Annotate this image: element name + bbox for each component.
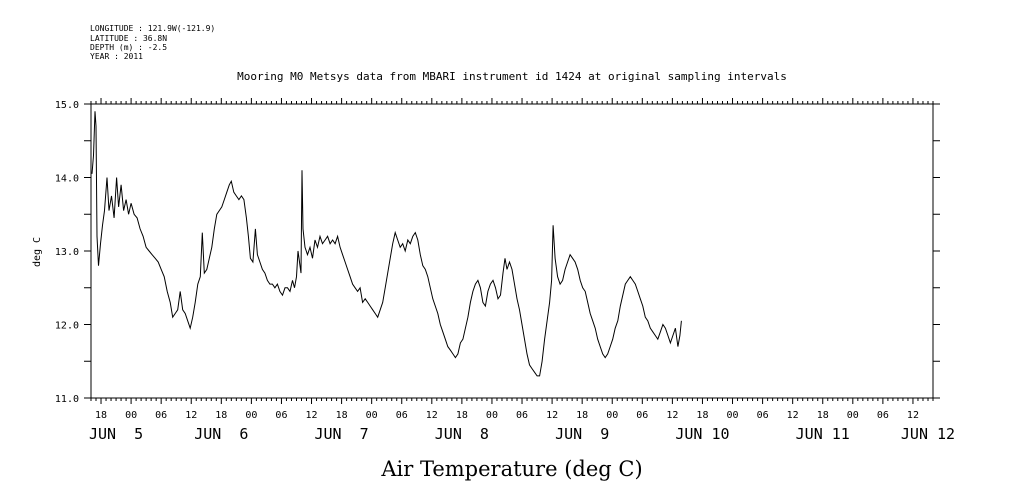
x-hour-label: 06 (155, 410, 167, 421)
x-day-label: JUN 12 (901, 425, 955, 443)
y-tick-label: 11.0 (55, 394, 79, 405)
metadata-block: LONGITUDE : 121.9W(-121.9) LATITUDE : 36… (90, 24, 215, 61)
x-day-label: JUN 8 (435, 425, 489, 443)
x-hour-label: 12 (907, 410, 919, 421)
x-day-label: JUN 10 (675, 425, 729, 443)
x-day-label: JUN 5 (89, 425, 143, 443)
x-hour-label: 06 (636, 410, 648, 421)
x-hour-label: 06 (516, 410, 528, 421)
x-hour-label: 06 (275, 410, 287, 421)
x-axis-label: Air Temperature (deg C) (380, 457, 642, 481)
x-hour-label: 12 (185, 410, 197, 421)
x-hour-label: 06 (877, 410, 889, 421)
x-hour-label: 12 (546, 410, 558, 421)
x-hour-label: 12 (306, 410, 318, 421)
x-hour-label: 06 (757, 410, 769, 421)
x-hour-label: 18 (215, 410, 227, 421)
x-hour-label: 00 (125, 410, 137, 421)
metadata-depth: DEPTH (m) : -2.5 (90, 43, 167, 52)
x-hour-label: 18 (817, 410, 829, 421)
x-day-label: JUN 7 (315, 425, 369, 443)
x-hour-label: 06 (396, 410, 408, 421)
x-hour-label: 18 (696, 410, 708, 421)
x-hour-label: 12 (666, 410, 678, 421)
x-hour-label: 00 (606, 410, 618, 421)
x-day-label: JUN 6 (194, 425, 248, 443)
x-hour-label: 00 (486, 410, 498, 421)
x-hour-label: 00 (847, 410, 859, 421)
x-hour-label: 12 (426, 410, 438, 421)
x-hour-label: 18 (95, 410, 107, 421)
plot-frame (90, 103, 934, 399)
x-hour-label: 18 (576, 410, 588, 421)
x-day-label: JUN 11 (796, 425, 850, 443)
x-hour-label: 00 (727, 410, 739, 421)
y-tick-label: 12.0 (55, 321, 79, 332)
x-hour-label: 12 (787, 410, 799, 421)
metadata-year: YEAR : 2011 (90, 52, 143, 61)
series-line (91, 111, 682, 377)
metadata-longitude: LONGITUDE : 121.9W(-121.9) (90, 24, 215, 33)
y-tick-label: 14.0 (55, 174, 79, 185)
y-tick-labels: 11.0 12.0 13.0 14.0 15.0 (55, 100, 79, 405)
y-tick-label: 15.0 (55, 100, 79, 111)
x-hour-label: 18 (456, 410, 468, 421)
chart-title: Mooring M0 Metsys data from MBARI instru… (237, 70, 787, 83)
x-day-label: JUN 9 (555, 425, 609, 443)
x-hour-label: 18 (336, 410, 348, 421)
metadata-latitude: LATITUDE : 36.8N (90, 34, 167, 43)
y-axis-label: deg C (32, 237, 43, 267)
x-hour-label: 00 (366, 410, 378, 421)
x-tick-labels: 18 00 06 12 18 00 06 12 18 00 06 12 18 00 06 12 18 00 06 12… (89, 410, 955, 443)
y-tick-label: 13.0 (55, 247, 79, 258)
x-hour-label: 00 (245, 410, 257, 421)
axis-ticks (84, 98, 940, 404)
